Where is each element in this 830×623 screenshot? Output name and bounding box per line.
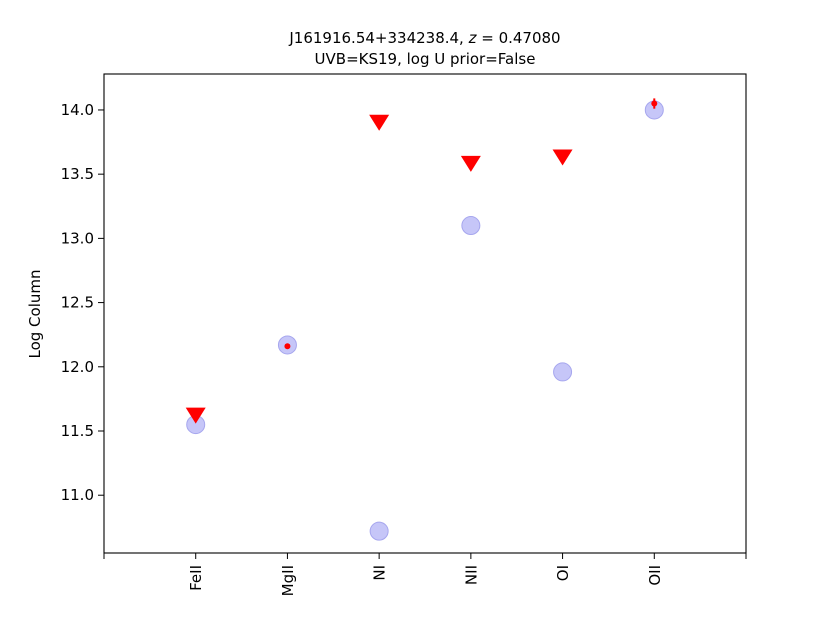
upper-limit-triangle-NI: [369, 114, 390, 131]
x-tick-label-NI: NI: [371, 565, 389, 581]
upper-limit-triangle-FeII: [185, 407, 206, 424]
model-dot-OII: [651, 100, 658, 107]
plot-area: 11.0 11.5 12.0 12.5 13.0 13.5 14.0 FeII MgII NI NI…: [61, 73, 747, 596]
upper-limit-triangle-OI: [552, 149, 573, 166]
y-tick-label-4: 13.0: [61, 229, 94, 247]
chart-title-line1: J161916.54+334238.4, z = 0.47080: [288, 29, 560, 47]
y-tick-label-1: 11.5: [61, 422, 94, 440]
plot-frame: [103, 73, 747, 554]
y-tick-label-6: 14.0: [61, 101, 94, 119]
y-tick-label-3: 12.5: [61, 294, 94, 312]
model-dot-MgII: [284, 343, 291, 350]
measurement-circle-NI: [369, 521, 389, 541]
y-tick-label-2: 12.0: [61, 358, 94, 376]
x-tick-label-NII: NII: [462, 565, 480, 585]
title-line1-prefix: J161916.54+334238.4,: [288, 29, 468, 47]
measurement-circle-NII: [461, 216, 481, 236]
upper-limit-triangle-NII: [460, 155, 481, 172]
x-tick-label-FeII: FeII: [187, 565, 205, 591]
x-tick-label-OII: OII: [646, 565, 664, 586]
measurement-circle-OI: [553, 362, 573, 382]
y-axis-label: Log Column: [26, 269, 44, 358]
x-tick-label-OI: OI: [554, 565, 572, 581]
x-tick-label-MgII: MgII: [279, 565, 297, 596]
chart-title-line2: UVB=KS19, log U prior=False: [315, 50, 536, 68]
y-tick-label-5: 13.5: [61, 165, 94, 183]
title-line1-variable: z: [468, 29, 478, 47]
y-tick-label-0: 11.0: [61, 486, 94, 504]
title-line1-suffix: = 0.47080: [476, 29, 560, 47]
